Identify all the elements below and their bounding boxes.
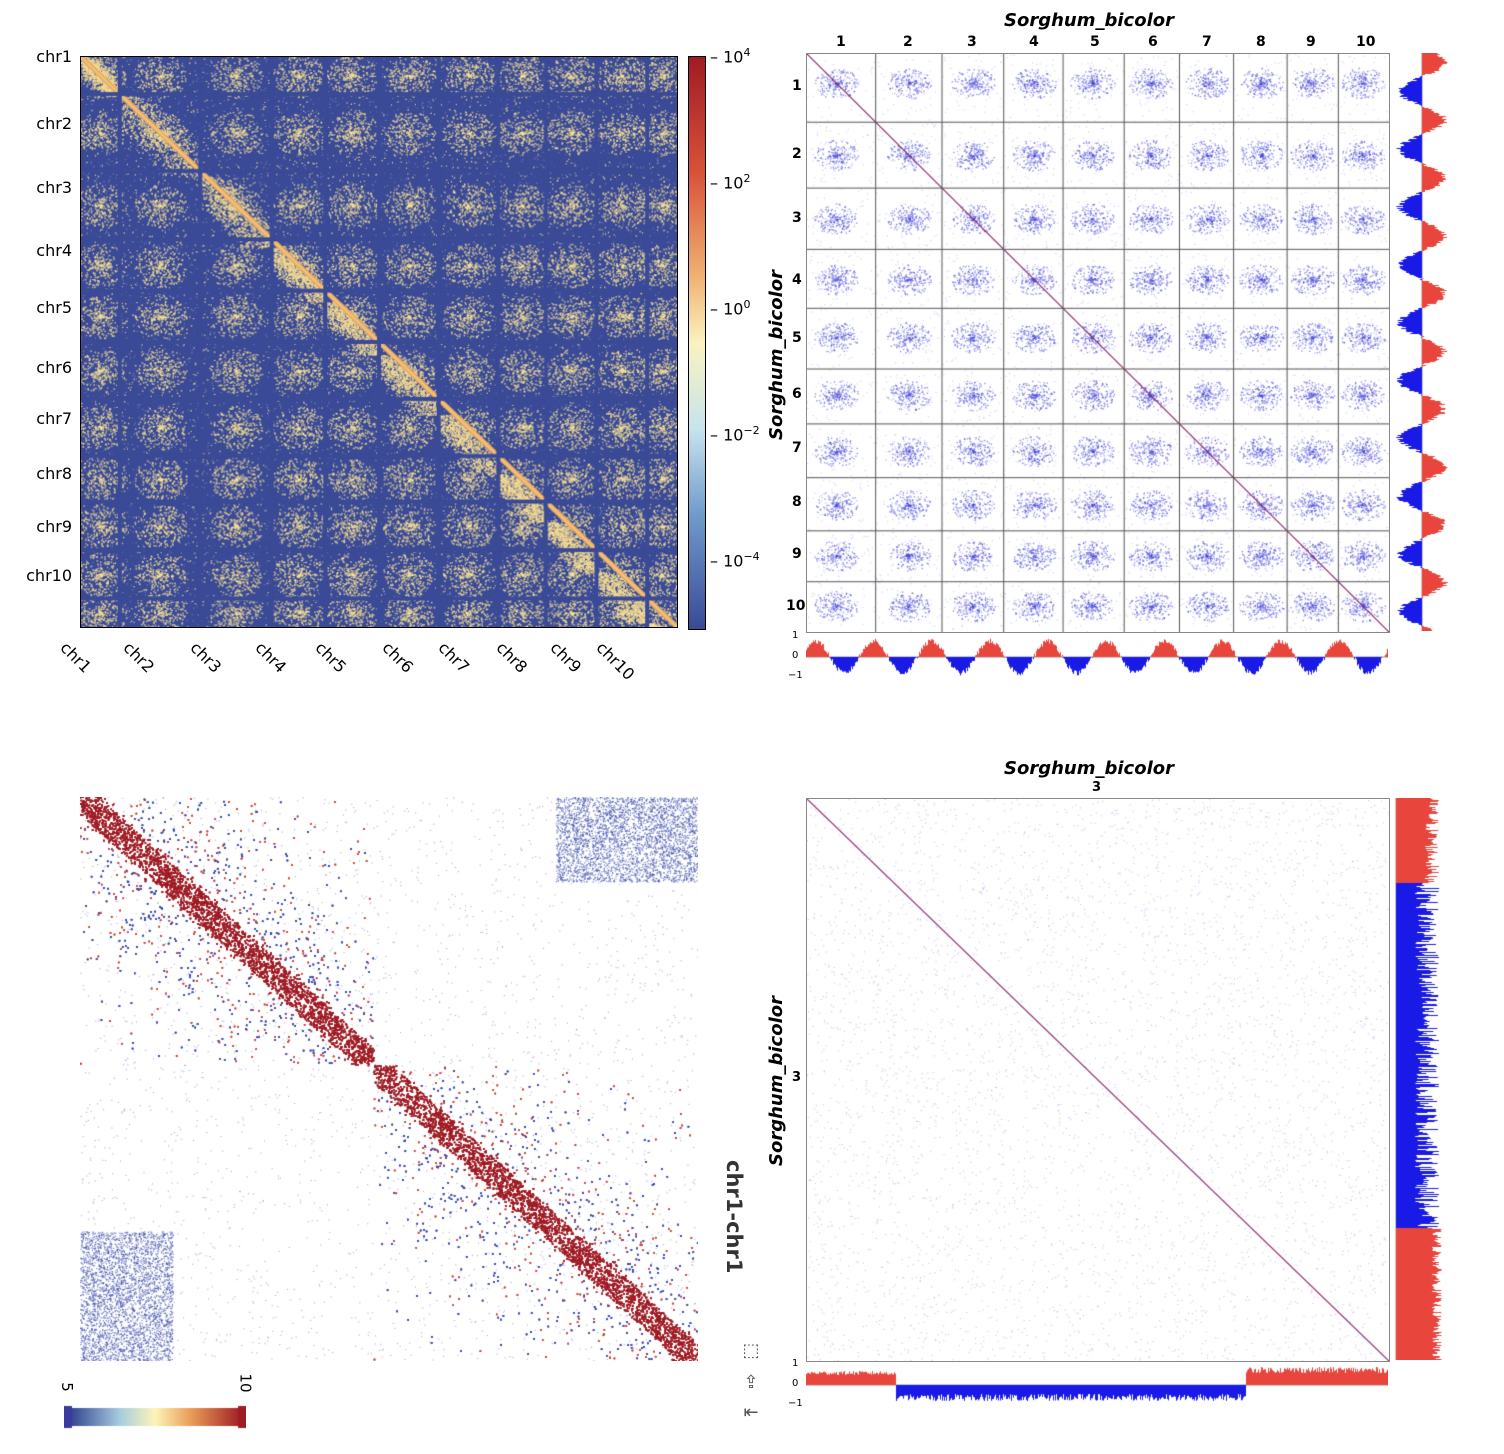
tick-base: – 10: [710, 299, 744, 319]
col-label: 3: [967, 34, 977, 50]
row-label: 4: [792, 272, 802, 288]
track-tick: −1: [788, 1398, 803, 1409]
tick-base: – 10: [710, 425, 744, 445]
colorbar-min-label: 5: [57, 1382, 76, 1392]
colorbar-tick: – 10−4: [710, 550, 760, 570]
colorbar: [688, 56, 706, 630]
tick-base: – 10: [710, 47, 744, 67]
row-label: 1: [792, 78, 802, 94]
panel-a: chr1 chr2 chr3 chr4 chr5 chr6 chr7 chr8 chr9 chr1…: [0, 0, 760, 700]
col-label: 8: [1256, 34, 1266, 50]
colorbar-ticks: – 104– 102– 100– 10−2– 10−4: [706, 0, 766, 640]
tick-exp: 4: [743, 46, 751, 59]
row-label: 5: [792, 330, 802, 346]
row-label: chr3: [36, 178, 72, 197]
row-label: 2: [792, 146, 802, 162]
row-label: chr9: [36, 517, 72, 536]
right-track: [1392, 798, 1452, 1360]
export-icon[interactable]: ⇪: [743, 1372, 759, 1393]
tick-base: – 10: [710, 551, 744, 571]
row-labels: chr1 chr2 chr3 chr4 chr5 chr6 chr7 chr8 chr9 chr1…: [0, 0, 72, 640]
col-label: 9: [1306, 34, 1316, 50]
chart-title: Sorghum_bicolor: [1004, 10, 1174, 31]
track-tick: 0: [792, 650, 799, 661]
panel-d: Sorghum_bicolor 3 Sorghum_bicolor chr1-c…: [722, 740, 1504, 1454]
expand-icon[interactable]: ⬚: [742, 1340, 760, 1361]
row-label: 6: [792, 386, 802, 402]
col-label: 6: [1148, 34, 1158, 50]
col-labels: chr1 chr2 chr3 chr4 chr5 chr6 chr7 chr8 chr9 chr1…: [0, 0, 700, 700]
track-tick: 0: [792, 1378, 799, 1389]
tick-exp: −4: [743, 550, 760, 563]
col-label: 4: [1029, 34, 1039, 50]
col-label: 10: [1356, 34, 1376, 50]
row-label: chr2: [36, 114, 72, 133]
col-label: 5: [1090, 34, 1100, 50]
col-label: chr3: [186, 638, 226, 677]
col-label: 7: [1202, 34, 1212, 50]
tick-exp: −2: [743, 424, 760, 437]
chart-title: Sorghum_bicolor: [1004, 758, 1174, 779]
col-labels: 1 2 3 4 5 6 7 8 9 10: [760, 0, 1504, 60]
row-label: chr1: [36, 47, 72, 66]
col-label: chr8: [492, 638, 532, 677]
hic-heatmap-zoom: [80, 797, 698, 1361]
row-label: chr7: [36, 409, 72, 428]
bottom-track: [806, 634, 1388, 680]
row-label: chr4: [36, 241, 72, 260]
track-tick: 1: [792, 1358, 799, 1369]
col-label: chr4: [251, 638, 291, 677]
col-label: chr5: [311, 638, 351, 677]
tick-base: – 10: [710, 173, 744, 193]
chart-subtitle: 3: [1092, 780, 1102, 795]
tick-exp: 2: [743, 172, 751, 185]
hic-heatmap-genome: [80, 56, 678, 628]
bottom-track: [806, 1362, 1388, 1408]
row-label: 3: [792, 210, 802, 226]
row-label: 10: [786, 598, 806, 614]
track-tick: −1: [788, 670, 803, 681]
row-label: chr8: [36, 464, 72, 483]
colorbar-tick: – 10−2: [710, 424, 760, 444]
col-label: chr7: [434, 638, 474, 677]
row-label: 7: [792, 440, 802, 456]
colorbar: [64, 1404, 246, 1430]
hic-scatter-map: [806, 53, 1390, 633]
colorbar-tick: – 104: [710, 46, 750, 66]
row-label: 9: [792, 546, 802, 562]
col-label: chr1: [56, 638, 96, 677]
col-label: 1: [836, 34, 846, 50]
panel-c: 5 10: [0, 760, 760, 1454]
back-icon[interactable]: ⇤: [743, 1402, 759, 1423]
col-label: 2: [903, 34, 913, 50]
track-ticks: 1 0 −1: [740, 740, 806, 1454]
row-labels: 1 2 3 4 5 6 7 8 9 10: [760, 0, 810, 640]
col-label: chr9: [546, 638, 586, 677]
col-label: chr2: [119, 638, 159, 677]
colorbar-tick: – 102: [710, 172, 750, 192]
track-ticks: 1 0 −1: [760, 0, 806, 700]
tick-exp: 0: [743, 298, 751, 311]
row-label: chr6: [36, 358, 72, 377]
right-track: [1392, 53, 1452, 631]
row-label: 8: [792, 494, 802, 510]
track-tick: 1: [792, 630, 799, 641]
row-label: chr5: [36, 298, 72, 317]
colorbar-tick: – 100: [710, 298, 750, 318]
col-label: chr6: [378, 638, 418, 677]
hic-scatter-map-chr: [806, 798, 1390, 1362]
panel-b: Sorghum_bicolor 1 2 3 4 5 6 7 8 9 10 1 2 3 4 5 6 7 8 9 10 …: [760, 0, 1504, 700]
row-label: chr10: [26, 566, 72, 585]
row-label: 3: [792, 1070, 802, 1085]
col-label: chr10: [592, 638, 639, 684]
colorbar-max-label: 10: [236, 1373, 255, 1393]
